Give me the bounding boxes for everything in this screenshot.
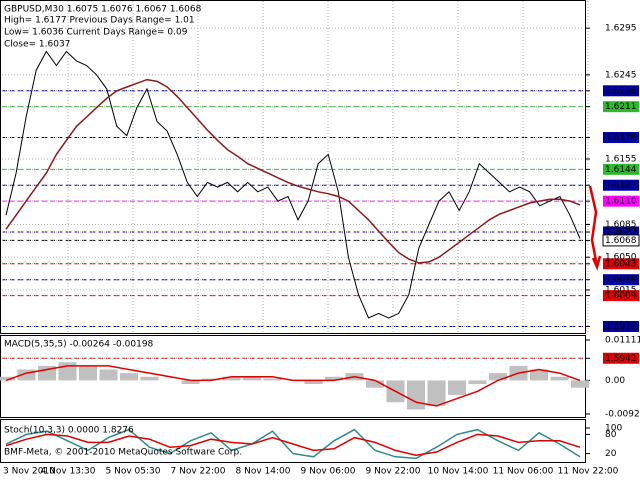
- level-box: [602, 234, 640, 247]
- y-tick-label: 1.6127: [605, 181, 637, 191]
- level-box: [603, 195, 639, 207]
- histogram-bar: [263, 378, 282, 381]
- level-box: [603, 85, 639, 97]
- x-tick-label: 9 Nov 22:00: [366, 467, 421, 477]
- x-tick-label: 11 Nov 06:00: [493, 467, 554, 477]
- histogram-bar: [242, 376, 262, 381]
- series-line: [5, 365, 581, 407]
- header-line: High= 1.6177 Previous Days Range= 1.01: [4, 16, 195, 26]
- y-tick-label: 1.6043: [605, 259, 637, 269]
- histogram-bar: [0, 376, 16, 381]
- x-tick-label: 3 Nov 2010: [3, 467, 55, 477]
- histogram-bar: [222, 376, 241, 381]
- stoch-frame: [0, 419, 586, 463]
- level-box: [603, 179, 639, 191]
- copyright: BMF-Meta, © 2001-2010 MetaQuotes Softwar…: [4, 448, 242, 458]
- level-box: [603, 274, 639, 286]
- series-line: [5, 433, 581, 456]
- y-tick-label: 1.6077: [605, 227, 637, 237]
- histogram-bar: [365, 380, 385, 388]
- histogram-bar: [78, 365, 98, 381]
- y-tick-label: 80: [605, 430, 617, 440]
- histogram-bar: [119, 373, 139, 381]
- y-tick-label: 1.6110: [605, 197, 637, 207]
- y-tick-label: 1.6295: [605, 24, 637, 34]
- histogram-bar: [447, 380, 467, 395]
- x-tick-label: 8 Nov 14:00: [236, 467, 291, 477]
- histogram-bar: [427, 380, 446, 406]
- header-line: Close= 1.6037: [4, 40, 70, 50]
- panel-title: MACD(5,35,5) -0.00264 -0.00198: [4, 340, 154, 350]
- level-box: [603, 101, 639, 113]
- histogram-bar: [406, 380, 426, 410]
- histogram-bar: [181, 380, 200, 385]
- level-box: [603, 163, 639, 175]
- histogram-bar: [324, 376, 344, 381]
- y-tick-label: 1.6050: [605, 253, 637, 263]
- y-tick-label: -0.00924: [605, 410, 640, 420]
- histogram-bar: [37, 365, 57, 381]
- y-tick-label: 0.01111: [605, 336, 640, 346]
- y-tick-label: 1.6026: [605, 275, 637, 285]
- y-tick-label: 1.6068: [605, 236, 637, 246]
- histogram-bar: [488, 373, 508, 381]
- y-tick-label: 1.6178: [605, 133, 637, 143]
- main-frame: [0, 0, 586, 334]
- histogram-bar: [99, 369, 118, 381]
- x-tick-label: 9 Nov 06:00: [301, 467, 356, 477]
- x-tick-label: 5 Nov 05:30: [106, 467, 161, 477]
- arrow: [588, 185, 602, 271]
- y-tick-label: 1.6211: [605, 102, 637, 112]
- y-tick-label: 100: [605, 424, 622, 434]
- histogram-bar: [140, 376, 159, 381]
- histogram-bar: [17, 369, 36, 381]
- histogram-bar: [570, 380, 590, 388]
- level-box: [603, 290, 639, 302]
- y-tick-label: 1.6228: [605, 86, 637, 96]
- histogram-bar: [58, 362, 77, 381]
- histogram-bar: [468, 380, 487, 385]
- x-tick-label: 10 Nov 14:00: [428, 467, 489, 477]
- y-tick-label: 1.6144: [605, 165, 637, 175]
- series-line: [5, 50, 581, 319]
- level-box: [603, 132, 639, 144]
- level-box: [603, 226, 639, 238]
- header-line: GBPUSD,M30 1.6075 1.6076 1.6067 1.6068: [4, 5, 202, 15]
- level-box: [603, 320, 639, 332]
- level-box: [603, 352, 639, 364]
- y-tick-label: 1.6245: [605, 70, 637, 80]
- x-tick-label: 7 Nov 22:00: [171, 467, 226, 477]
- x-tick-label: 11 Nov 22:00: [558, 467, 619, 477]
- y-tick-label: 1.6009: [605, 291, 637, 301]
- histogram-bar: [529, 369, 549, 381]
- series-line: [5, 78, 581, 264]
- histogram-bar: [550, 376, 569, 381]
- y-tick-label: 1.5976: [605, 322, 637, 332]
- x-tick-label: 4 Nov 13:30: [41, 467, 96, 477]
- y-tick-label: 1.6085: [605, 220, 637, 230]
- y-tick-label: 0.00: [605, 376, 625, 386]
- y-tick-label: 1.6155: [605, 155, 637, 165]
- macd-frame: [0, 335, 586, 418]
- y-tick-label: 1.5942: [605, 354, 637, 364]
- histogram-bar: [304, 380, 323, 385]
- histogram-bar: [201, 378, 221, 381]
- y-tick-label: 20: [605, 449, 617, 459]
- header-line: Low= 1.6036 Current Days Range= 0.09: [4, 28, 188, 38]
- y-tick-label: 1.6015: [605, 285, 637, 295]
- level-box: [603, 258, 639, 270]
- panel-title: Stoch(10,3,3) 0.0000 1.8276: [4, 426, 134, 436]
